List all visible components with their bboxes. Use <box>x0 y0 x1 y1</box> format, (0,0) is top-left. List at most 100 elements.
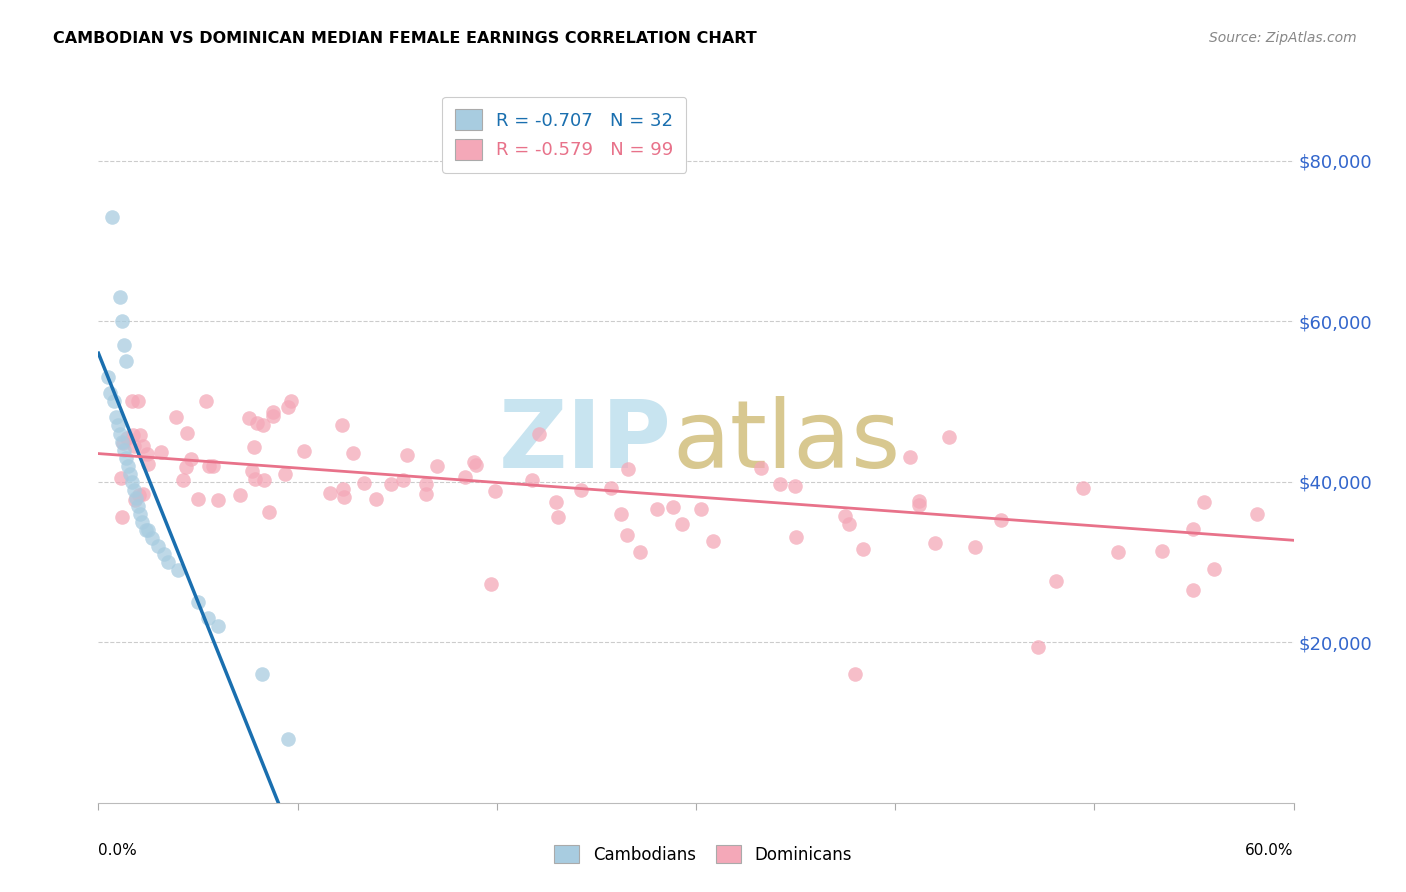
Point <box>243 441 266 455</box>
Point <box>330 418 353 433</box>
Point <box>353 476 375 491</box>
Point <box>938 430 960 444</box>
Point <box>131 440 153 454</box>
Point <box>245 417 267 431</box>
Point <box>127 394 149 409</box>
Point <box>520 473 543 487</box>
Point <box>180 451 202 466</box>
Point <box>332 491 354 505</box>
Point <box>702 533 724 548</box>
Point <box>117 458 139 473</box>
Point <box>1026 640 1049 654</box>
Point <box>121 427 143 442</box>
Point <box>426 459 449 474</box>
Point <box>112 338 135 352</box>
Point <box>136 523 159 537</box>
Point <box>342 446 364 460</box>
Text: 0.0%: 0.0% <box>98 843 138 857</box>
Point <box>292 443 315 458</box>
Point <box>898 450 921 464</box>
Point <box>454 470 477 484</box>
Point <box>908 498 931 512</box>
Point <box>243 472 266 486</box>
Point <box>965 540 987 554</box>
Point <box>125 491 148 505</box>
Point <box>103 394 125 409</box>
Point <box>110 290 132 304</box>
Point <box>1181 522 1204 536</box>
Point <box>252 417 274 432</box>
Text: atlas: atlas <box>672 395 900 488</box>
Point <box>136 447 159 461</box>
Point <box>415 476 437 491</box>
Point <box>176 426 198 441</box>
Point <box>415 487 437 501</box>
Point <box>111 434 134 449</box>
Point <box>599 481 621 495</box>
Point <box>465 458 488 472</box>
Point <box>1107 545 1129 559</box>
Point <box>990 513 1012 527</box>
Point <box>671 516 693 531</box>
Point <box>380 477 402 491</box>
Point <box>105 410 128 425</box>
Point <box>121 394 143 409</box>
Point <box>274 467 297 481</box>
Point <box>484 484 506 499</box>
Point <box>167 563 190 577</box>
Point <box>128 487 150 501</box>
Point <box>907 494 929 508</box>
Point <box>783 479 806 493</box>
Point <box>97 370 120 384</box>
Point <box>257 505 280 519</box>
Point <box>242 464 264 478</box>
Point <box>115 354 138 368</box>
Point <box>1045 574 1067 588</box>
Text: ZIP: ZIP <box>499 395 672 488</box>
Point <box>392 473 415 487</box>
Point <box>157 555 180 569</box>
Point <box>136 457 159 471</box>
Point <box>124 483 146 497</box>
Point <box>129 507 152 521</box>
Point <box>1181 582 1204 597</box>
Point <box>332 482 354 496</box>
Point <box>129 427 152 442</box>
Point <box>111 436 134 450</box>
Point <box>277 731 299 746</box>
Point <box>749 461 772 475</box>
Point <box>546 495 568 509</box>
Point <box>262 409 284 423</box>
Point <box>547 510 569 524</box>
Point <box>617 462 640 476</box>
Point <box>197 611 219 625</box>
Point <box>111 314 134 328</box>
Point <box>141 531 163 545</box>
Point <box>148 539 170 553</box>
Point <box>262 404 284 418</box>
Point <box>689 501 711 516</box>
Point <box>172 473 194 487</box>
Point <box>111 509 134 524</box>
Point <box>844 667 866 681</box>
Point <box>202 458 225 473</box>
Point <box>124 493 146 508</box>
Text: 60.0%: 60.0% <box>1246 843 1294 857</box>
Point <box>645 501 668 516</box>
Point <box>253 473 276 487</box>
Point <box>198 459 221 474</box>
Point <box>479 577 502 591</box>
Point <box>366 492 388 507</box>
Point <box>238 410 260 425</box>
Point <box>1071 481 1094 495</box>
Point <box>280 394 302 409</box>
Point <box>277 400 299 414</box>
Point <box>838 516 860 531</box>
Point <box>207 492 229 507</box>
Point <box>1204 562 1226 576</box>
Point <box>132 487 155 501</box>
Text: CAMBODIAN VS DOMINICAN MEDIAN FEMALE EARNINGS CORRELATION CHART: CAMBODIAN VS DOMINICAN MEDIAN FEMALE EAR… <box>53 31 758 46</box>
Point <box>165 410 187 425</box>
Point <box>110 426 132 441</box>
Point <box>101 210 124 224</box>
